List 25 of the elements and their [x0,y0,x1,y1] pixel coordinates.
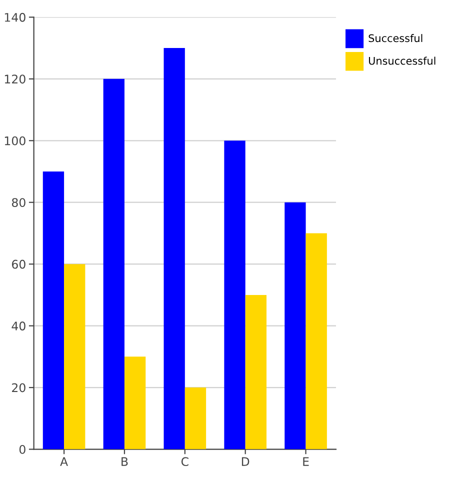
y-tick-label: 120 [4,74,26,84]
x-tick-label: D [242,457,250,466]
bar [224,140,246,450]
bar [164,48,185,450]
bar [64,264,86,450]
bar [42,172,64,450]
x-tick-label: C [181,457,188,466]
y-tick-label: 20 [12,383,26,392]
legend-label: Unsuccessful [368,56,436,65]
x-tick-label: E [303,457,309,466]
y-tick-label: 40 [12,322,26,330]
x-tick-label: A [60,457,68,466]
x-tick-label: B [122,457,128,466]
bar [245,294,266,450]
bar [284,202,306,450]
bar [184,388,206,450]
y-tick-label: 0 [19,444,26,454]
y-tick-label: 100 [4,136,26,146]
bar [124,356,146,450]
y-tick-label: 80 [12,198,26,208]
y-tick-label: 60 [12,260,26,269]
y-tick-label: 140 [4,12,26,22]
legend-label: Successful [368,34,422,42]
bar [103,78,124,450]
bar [306,233,327,450]
